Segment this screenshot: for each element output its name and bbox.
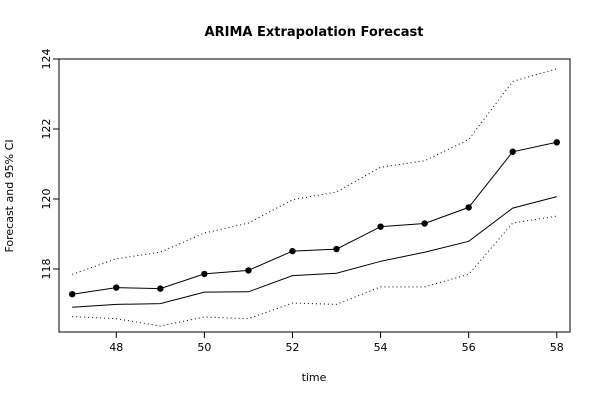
x-tick-label: 58 [550,341,564,354]
series-line-1 [72,141,557,295]
forecast-point [157,285,164,292]
x-tick-label: 50 [197,341,211,354]
plot-frame [58,58,571,333]
forecast-point [113,284,120,291]
x-tick-label: 54 [374,341,388,354]
forecast-point [333,245,340,253]
series-line-4 [72,215,557,327]
x-tick-label: 52 [285,341,299,354]
forecast-point [69,291,76,298]
y-tick-label: 118 [40,259,53,280]
y-axis: 118 120 122 124 [40,49,59,280]
series-layer [69,68,560,327]
y-axis-label: Forecast and 95% CI [3,139,16,252]
forecast-point [421,220,428,227]
forecast-point [377,223,384,230]
forecast-point [289,247,296,255]
y-tick-label: 122 [40,119,53,140]
chart-title: ARIMA Extrapolation Forecast [205,25,424,40]
y-tick-label: 124 [40,49,53,70]
forecast-point [245,267,252,274]
forecast-point [509,148,516,155]
series-line-3 [72,68,557,275]
y-tick-label: 120 [40,189,53,210]
x-tick-label: 48 [109,341,123,354]
x-axis-label: time [302,371,327,384]
forecast-point [553,139,560,146]
x-axis: 48 50 52 54 56 58 [109,332,564,354]
series-line-2 [72,196,557,308]
forecast-point [465,204,472,211]
forecast-point [201,270,208,278]
x-tick-label: 56 [462,341,476,354]
